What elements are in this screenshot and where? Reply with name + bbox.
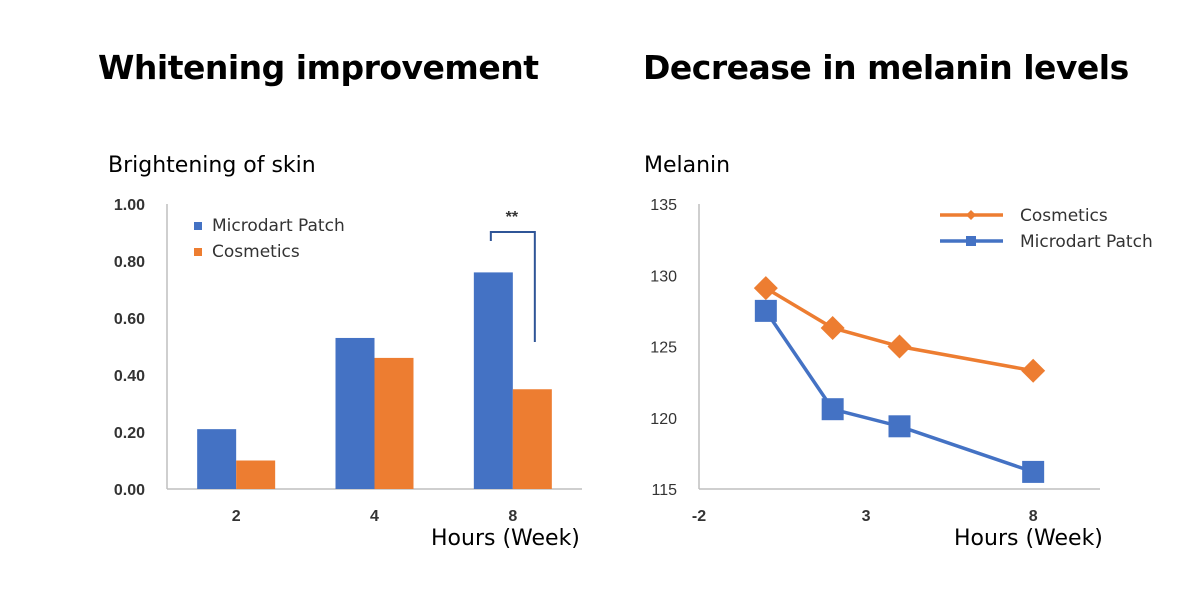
right-y-tick-label: 115 [651,482,677,499]
legend-label: Microdart Patch [212,216,345,236]
bar-cosmetics [236,460,276,489]
right-y-tick-label: 125 [650,340,677,357]
right-y-tick-label: 135 [650,197,677,214]
point-cosmetics [820,315,845,340]
legend-swatch [194,222,202,230]
left-x-tick-label: 2 [232,508,241,525]
left-x-axis-label: Hours (Week) [431,526,580,551]
left-y-tick-label: 0.20 [114,425,145,442]
point-microdart-patch [821,398,844,421]
left-y-tick-label: 0.80 [114,254,145,271]
right-y-axis-label: Melanin [644,153,731,178]
line-cosmetics [764,286,1034,373]
right-y-tick-label: 130 [650,268,677,285]
left-y-tick-label: 0.00 [114,482,145,499]
point-microdart-patch [754,299,777,322]
bar-microdart-patch [335,337,375,489]
right-x-tick-label: -2 [692,508,706,525]
line-microdart-patch [764,309,1034,474]
legend-label: Microdart Patch [1020,232,1153,252]
left-y-tick-label: 0.60 [114,311,145,328]
left-y-axis-label: Brightening of skin [108,153,316,178]
legend-swatch [194,248,202,256]
left-y-tick-label: 0.40 [114,368,145,385]
left-x-tick-label: 4 [370,508,379,525]
bar-microdart-patch [197,429,237,489]
point-cosmetics [1021,358,1046,383]
bar-cosmetics [512,389,552,489]
significance-bracket [489,231,536,342]
point-cosmetics [887,334,912,359]
right-x-tick-label: 8 [1029,508,1038,525]
right-x-axis-label: Hours (Week) [954,526,1103,551]
point-cosmetics [753,276,778,301]
legend-marker [966,236,976,246]
bar-cosmetics [374,357,414,489]
left-x-tick-label: 8 [508,508,517,525]
legend-marker [966,210,976,220]
legend-label: Cosmetics [212,242,300,262]
right-chart-title: Decrease in melanin levels [643,48,1129,87]
right-y-tick-label: 120 [650,411,677,428]
left-y-tick-label: 1.00 [114,197,145,214]
point-microdart-patch [1022,460,1045,483]
bar-microdart-patch [473,272,513,489]
point-microdart-patch [888,415,911,438]
right-x-tick-label: 3 [862,508,871,525]
left-chart-title: Whitening improvement [98,48,539,87]
significance-annotation: ** [506,209,519,226]
legend-label: Cosmetics [1020,206,1108,226]
